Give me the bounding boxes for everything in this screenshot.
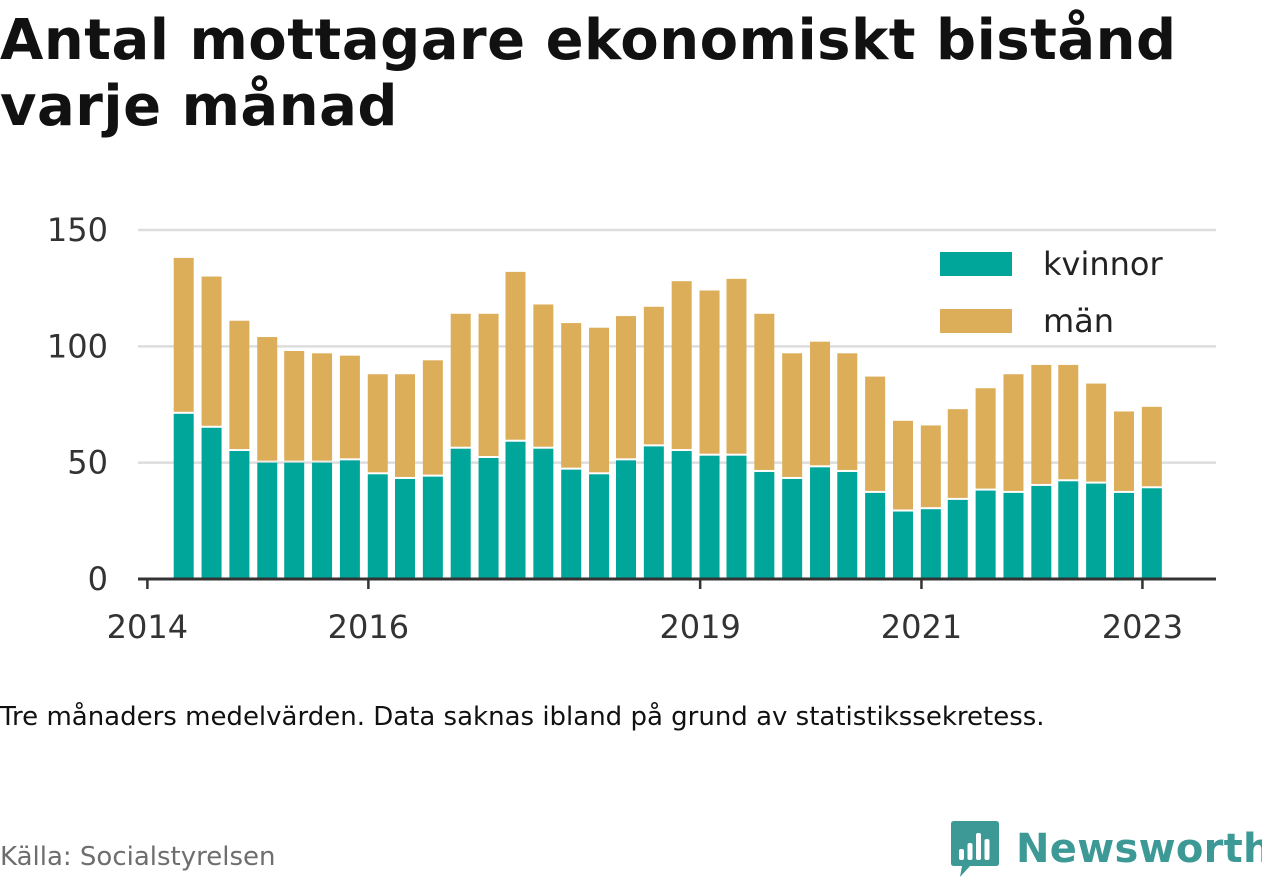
bar-kvinnor-2018-11 — [671, 451, 692, 579]
legend-swatch-kvinnor — [940, 252, 1012, 276]
bar-kvinnor-2016-11 — [450, 448, 471, 579]
bar-man-2018-05 — [615, 316, 636, 459]
bar-man-2016-02 — [367, 374, 388, 473]
chart-note: Tre månaders medelvärden. Data saknas ib… — [0, 702, 1045, 732]
bar-man-2019-08 — [754, 313, 775, 470]
bar-kvinnor-2020-11 — [892, 511, 913, 579]
bar-man-2018-11 — [671, 281, 692, 450]
bar-kvinnor-2017-05 — [505, 441, 526, 579]
bar-kvinnor-2018-08 — [643, 446, 664, 579]
bar-kvinnor-2016-08 — [422, 476, 443, 579]
bar-man-2015-08 — [312, 353, 333, 461]
bar-man-2022-02 — [1031, 364, 1052, 484]
bar-kvinnor-2022-11 — [1113, 492, 1134, 579]
x-tick-label-2023: 2023 — [1102, 608, 1183, 646]
bar-kvinnor-2020-08 — [865, 492, 886, 579]
bar-kvinnor-2015-11 — [339, 460, 360, 579]
chart-title: Antal mottagare ekonomiskt bistånd varje… — [0, 8, 1177, 139]
bar-man-2020-08 — [865, 376, 886, 491]
x-tick-label-2021: 2021 — [881, 608, 962, 646]
bar-kvinnor-2016-02 — [367, 474, 388, 579]
bar-kvinnor-2021-08 — [975, 490, 996, 579]
bar-man-2019-02 — [699, 290, 720, 454]
bar-kvinnor-2023-02 — [1141, 488, 1162, 579]
bar-man-2017-11 — [561, 323, 582, 468]
bar-man-2018-08 — [643, 306, 664, 445]
bar-man-2015-02 — [257, 337, 278, 461]
bar-man-2022-11 — [1113, 411, 1134, 491]
bar-kvinnor-2015-08 — [312, 462, 333, 579]
bar-man-2021-11 — [1003, 374, 1024, 491]
bar-kvinnor-2016-05 — [395, 478, 416, 579]
bar-man-2023-02 — [1141, 406, 1162, 487]
y-tick-label-0: 0 — [88, 560, 108, 598]
bar-kvinnor-2017-08 — [533, 448, 554, 579]
bar-man-2021-05 — [947, 409, 968, 498]
bar-kvinnor-2017-11 — [561, 469, 582, 579]
bar-man-2019-11 — [782, 353, 803, 477]
bar-kvinnor-2021-05 — [947, 499, 968, 579]
bar-kvinnor-2022-02 — [1031, 485, 1052, 579]
bar-kvinnor-2014-05 — [173, 413, 194, 579]
bar-man-2020-11 — [892, 420, 913, 510]
bar-kvinnor-2020-05 — [837, 471, 858, 579]
x-tick-label-2014: 2014 — [107, 608, 188, 646]
bar-kvinnor-2015-02 — [257, 462, 278, 579]
bar-man-2014-08 — [201, 276, 222, 426]
bar-kvinnor-2015-05 — [284, 462, 305, 579]
bar-man-2017-02 — [478, 313, 499, 457]
legend: kvinnor män — [940, 245, 1164, 340]
bar-kvinnor-2019-08 — [754, 471, 775, 579]
y-tick-label-50: 50 — [67, 444, 108, 482]
bar-kvinnor-2018-05 — [615, 460, 636, 579]
bar-kvinnor-2022-08 — [1086, 483, 1107, 579]
bar-kvinnor-2019-05 — [726, 455, 747, 579]
bar-man-2016-11 — [450, 313, 471, 447]
bar-man-2022-08 — [1086, 383, 1107, 482]
bar-man-2015-11 — [339, 355, 360, 459]
brand-name: Newsworthy — [1016, 826, 1262, 872]
bar-man-2020-02 — [810, 341, 831, 466]
bar-man-2017-08 — [533, 304, 554, 447]
bar-man-2017-05 — [505, 271, 526, 440]
bar-kvinnor-2019-11 — [782, 478, 803, 579]
bar-kvinnor-2019-02 — [699, 455, 720, 579]
x-tick-label-2019: 2019 — [659, 608, 740, 646]
bar-man-2014-05 — [173, 257, 194, 412]
bar-kvinnor-2022-05 — [1058, 481, 1079, 579]
bar-kvinnor-2020-02 — [810, 467, 831, 579]
bar-man-2014-11 — [229, 320, 250, 450]
axes: 0 50 100 150 2014 2016 2019 2021 2023 — [47, 211, 1216, 646]
bar-man-2022-05 — [1058, 364, 1079, 480]
bar-kvinnor-2017-02 — [478, 458, 499, 579]
y-tick-label-100: 100 — [47, 327, 108, 365]
legend-swatch-man — [940, 309, 1012, 333]
source-text: Källa: Socialstyrelsen — [0, 842, 276, 872]
bars — [173, 257, 1162, 579]
bar-man-2016-08 — [422, 360, 443, 475]
bar-man-2021-02 — [920, 425, 941, 508]
brand-logo-block: Newsworthy — [950, 818, 1262, 880]
bar-kvinnor-2014-11 — [229, 451, 250, 579]
bar-kvinnor-2021-11 — [1003, 492, 1024, 579]
newsworthy-logo-icon — [951, 821, 999, 877]
x-tick-label-2016: 2016 — [328, 608, 409, 646]
bar-kvinnor-2018-02 — [589, 474, 610, 579]
bar-man-2016-05 — [395, 374, 416, 477]
bar-man-2015-05 — [284, 350, 305, 461]
bar-kvinnor-2014-08 — [201, 427, 222, 579]
bar-man-2018-02 — [589, 327, 610, 473]
stacked-bar-chart: 0 50 100 150 2014 2016 2019 2021 2023 kvinnor män — [47, 211, 1216, 646]
y-tick-label-150: 150 — [47, 211, 108, 249]
bar-man-2019-05 — [726, 278, 747, 454]
legend-label-man: män — [1043, 302, 1114, 340]
bar-man-2020-05 — [837, 353, 858, 470]
legend-label-kvinnor: kvinnor — [1043, 245, 1164, 283]
bar-kvinnor-2021-02 — [920, 509, 941, 579]
bar-man-2021-08 — [975, 388, 996, 489]
